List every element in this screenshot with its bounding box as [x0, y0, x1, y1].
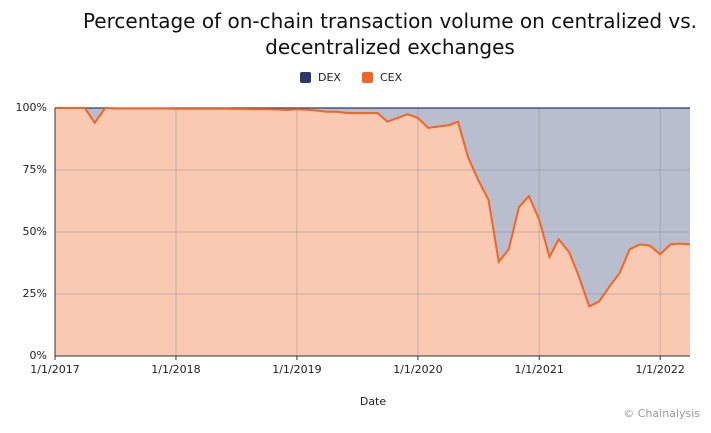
y-tick-label: 100%	[16, 101, 47, 114]
legend-label: CEX	[380, 71, 403, 84]
x-tick-label: 1/1/2019	[272, 363, 321, 376]
y-tick-label: 25%	[23, 287, 47, 300]
y-tick-label: 0%	[30, 349, 47, 362]
x-tick-label: 1/1/2020	[393, 363, 442, 376]
legend-swatch	[362, 72, 373, 83]
x-tick-label: 1/1/2017	[30, 363, 79, 376]
line	[55, 106, 691, 308]
x-tick-label: 1/1/2018	[151, 363, 200, 376]
area	[55, 108, 690, 307]
legend-label: DEX	[318, 71, 341, 84]
source: © Chainalysis	[623, 407, 700, 420]
x-tick-label: 1/1/2022	[635, 363, 684, 376]
x-tick-label: 1/1/2021	[515, 363, 564, 376]
area	[55, 108, 690, 356]
x-axis-label: Date	[360, 395, 387, 408]
y-tick-label: 75%	[23, 163, 47, 176]
chart-title: Percentage of on-chain transaction volum…	[82, 9, 698, 59]
legend-swatch	[300, 72, 311, 83]
y-tick-label: 50%	[23, 225, 47, 238]
